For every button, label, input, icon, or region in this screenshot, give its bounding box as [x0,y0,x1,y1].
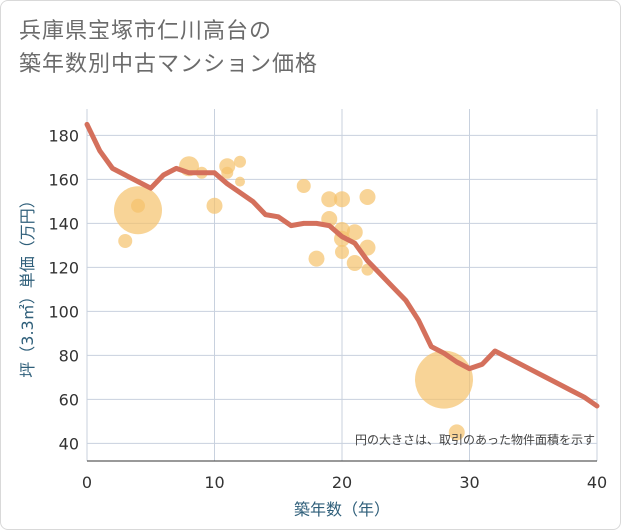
title-line-1: 兵庫県宝塚市仁川高台の [19,19,273,44]
y-tick-label: 140 [48,214,79,233]
bubble-point [415,350,473,409]
y-tick-label: 180 [48,126,79,145]
x-tick-label: 40 [587,473,607,492]
bubble-point [308,250,325,267]
y-axis-label: 坪（3.3㎡）単価（万円） [18,192,37,377]
x-tick-labels: 0 10 20 30 40 [82,473,607,492]
bubble-point [296,179,311,193]
bubble-point [321,191,338,208]
x-tick-label: 10 [204,473,224,492]
bubble-point [131,198,145,213]
bubble-point [346,255,363,271]
y-tick-label: 40 [59,434,79,453]
bubble-point [346,224,363,241]
y-tick-label: 60 [59,390,79,409]
bubble-point [234,155,246,168]
x-tick-label: 0 [82,473,92,492]
bubble-point [206,197,223,214]
title-line-2: 築年数別中古マンション価格 [19,52,319,77]
bubble-point [235,176,245,187]
bubble-point [334,191,350,208]
x-tick-label: 20 [332,473,352,492]
bubble-point [118,234,133,248]
chart-title: 兵庫県宝塚市仁川高台の 築年数別中古マンション価格 [19,15,318,81]
y-tick-label: 100 [48,302,79,321]
bubble-size-note: 円の大きさは、取引のあった物件面積を示す [355,432,595,447]
x-tick-label: 30 [459,473,479,492]
y-tick-label: 80 [59,346,79,365]
bubbles [114,155,473,441]
trend-line [84,121,600,409]
bubble-point [359,189,376,205]
bubble-point [335,245,349,259]
x-axis-label: 築年数（年） [294,500,390,519]
y-tick-labels: 40 60 80 100 120 140 160 180 [48,126,79,453]
y-tick-label: 120 [48,258,79,277]
bubble-point [221,166,234,179]
bubble-point [448,424,465,441]
y-tick-label: 160 [48,170,79,189]
grid [86,109,598,462]
